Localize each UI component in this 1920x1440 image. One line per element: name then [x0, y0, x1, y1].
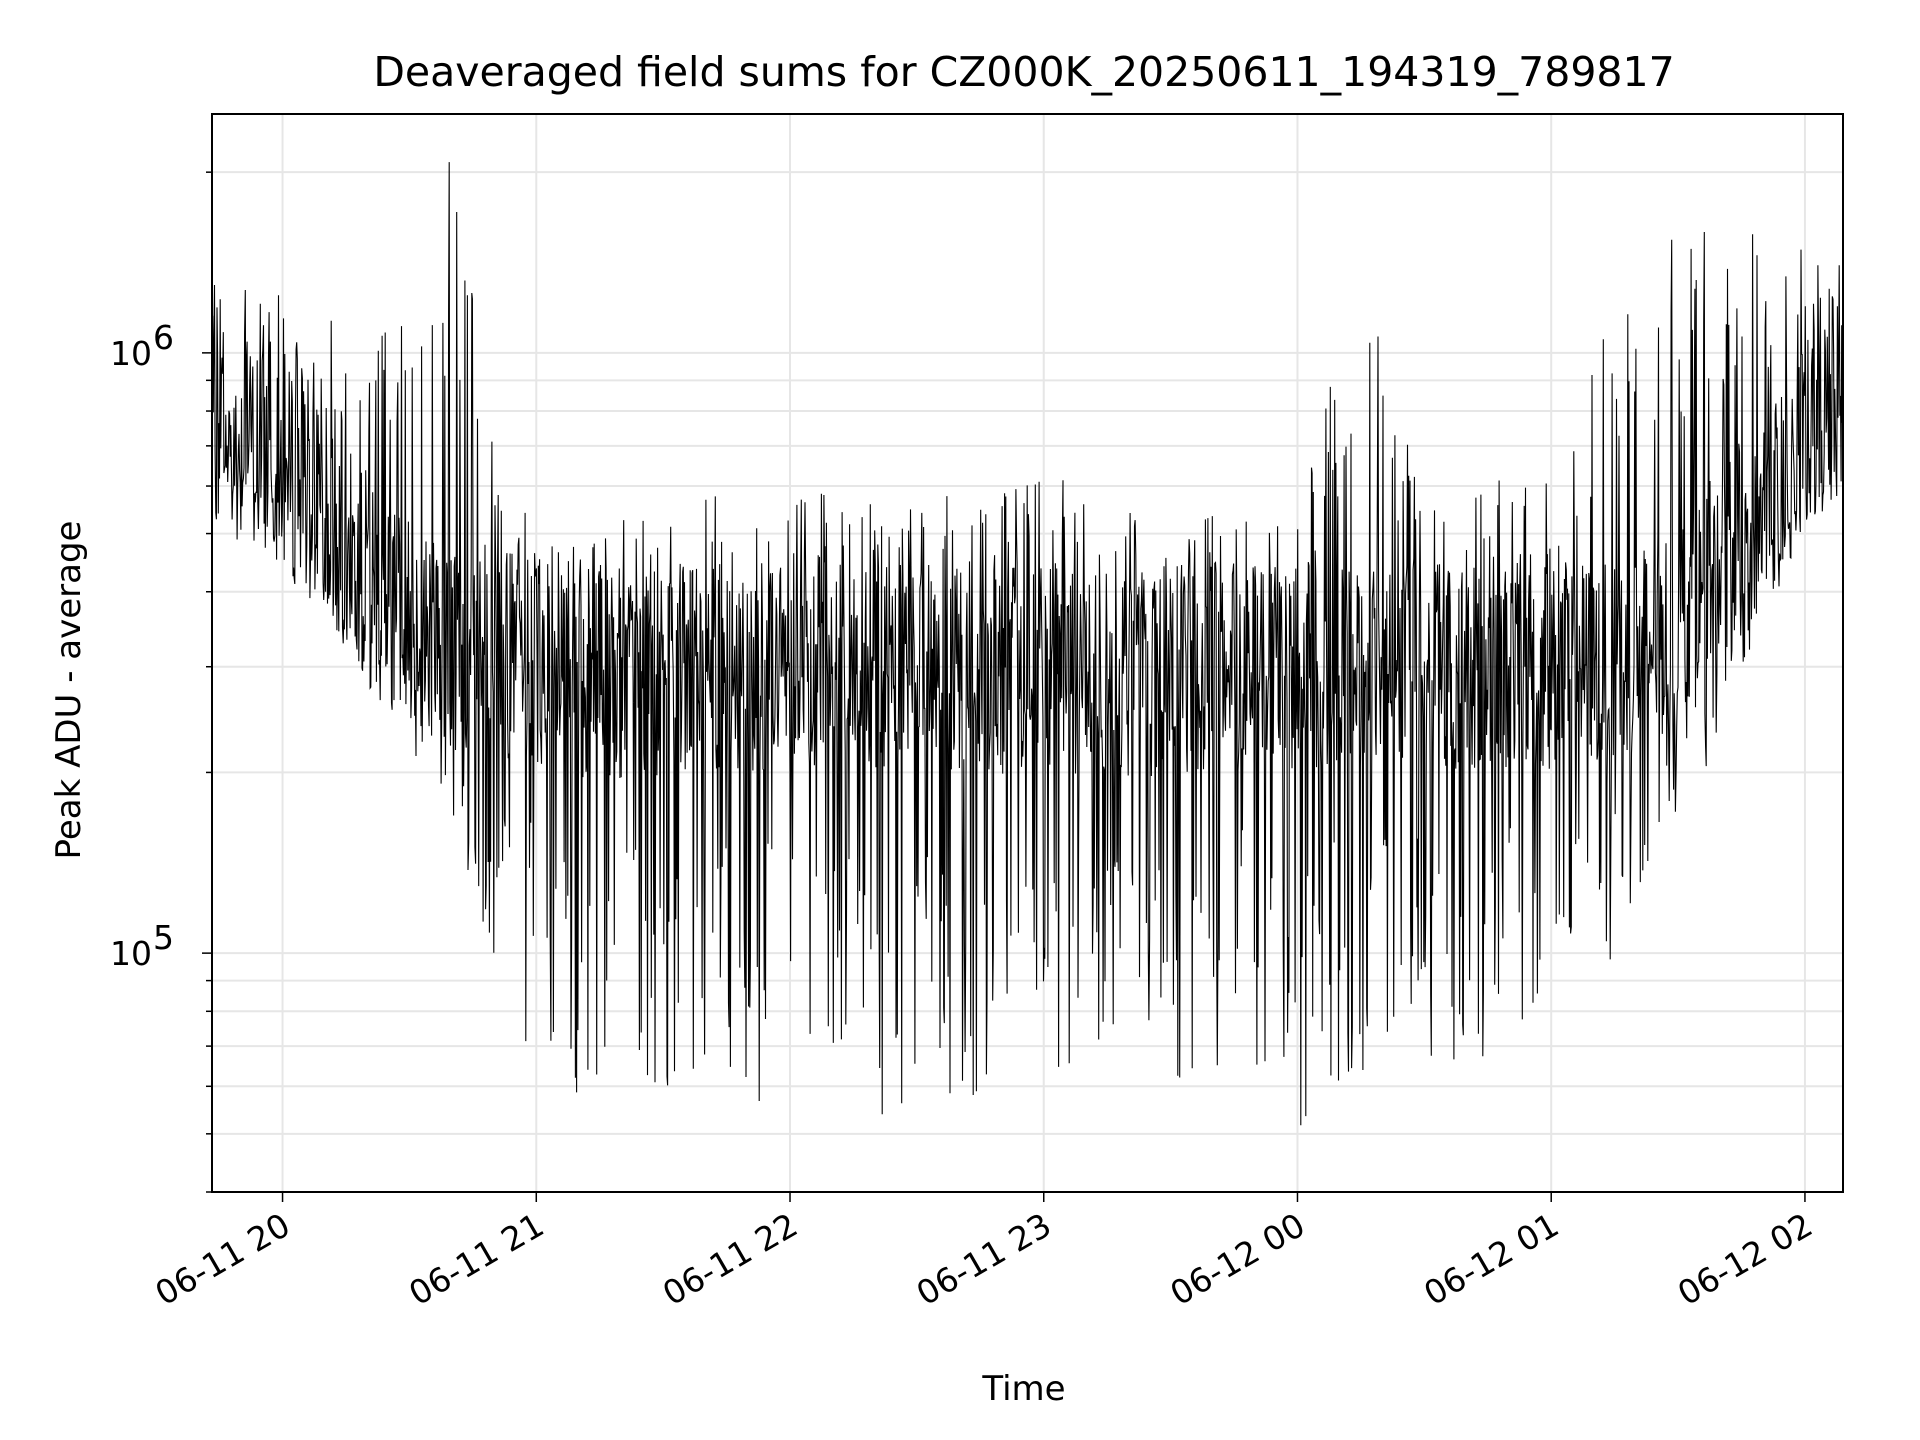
series-line	[211, 162, 1844, 1126]
y-tick-label: 10	[110, 934, 152, 973]
y-tick-exponent: 5	[153, 918, 174, 957]
chart-title: Deaveraged field sums for CZ000K_2025061…	[373, 48, 1674, 96]
y-tick-label: 10	[110, 334, 152, 373]
plot-area	[211, 162, 1844, 1126]
axes-frame	[211, 113, 1844, 1193]
x-axis-label: Time	[981, 1369, 1065, 1409]
y-axis-label: Peak ADU - average	[49, 521, 89, 860]
y-tick-exponent: 6	[153, 318, 174, 357]
